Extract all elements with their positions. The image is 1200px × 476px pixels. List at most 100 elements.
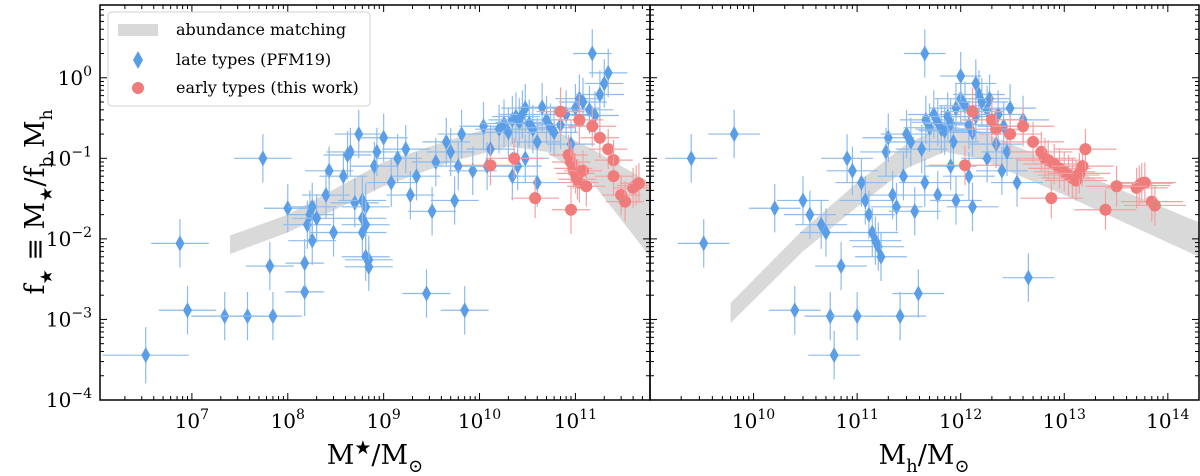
left-late-point xyxy=(427,203,437,220)
left-late-point xyxy=(283,200,293,217)
left-late-point xyxy=(175,235,185,252)
left-late-point xyxy=(494,121,504,138)
left-early-point xyxy=(554,105,567,118)
left-early-point xyxy=(632,177,645,190)
right-early-point xyxy=(1110,180,1123,193)
left-late-point xyxy=(321,187,331,204)
ytick-label: 10−3 xyxy=(46,305,92,331)
left-early-point xyxy=(573,113,586,126)
left-early-point xyxy=(619,195,632,208)
left-late-point xyxy=(307,232,317,249)
left-late-point xyxy=(312,210,322,227)
right-early-point xyxy=(958,159,971,172)
right-early-point xyxy=(1099,203,1112,216)
right-xtick-label: 1011 xyxy=(835,407,878,433)
left-late-point xyxy=(265,258,275,275)
left-late-point xyxy=(453,158,463,175)
right-late-point xyxy=(798,192,808,209)
left-late-point xyxy=(532,133,542,150)
left-late-point xyxy=(441,133,451,150)
left-late-point xyxy=(324,162,334,179)
right-ticks: 1010 1011 1012 1013 1014 xyxy=(649,4,1200,433)
right-early-point xyxy=(966,105,979,118)
left-late-point xyxy=(528,121,538,138)
legend-late-marker xyxy=(133,51,143,69)
right-late-point xyxy=(997,162,1007,179)
left-early-point xyxy=(484,159,497,172)
right-late-point xyxy=(917,141,927,158)
ytick-label: 10−1 xyxy=(46,144,92,170)
right-axes-frame xyxy=(649,4,1200,401)
right-late-point xyxy=(956,68,966,85)
left-xlabel: M★/M⊙ xyxy=(327,437,424,476)
right-late-point xyxy=(888,187,898,204)
left-xtick-label: 1010 xyxy=(458,407,501,433)
left-data-layer xyxy=(102,29,650,384)
left-late-point xyxy=(300,255,310,272)
left-early-point xyxy=(565,203,578,216)
ylabel: f★ ≡ M★/fb Mh xyxy=(20,109,57,294)
left-early-point xyxy=(576,164,589,177)
right-early-point xyxy=(1079,143,1092,156)
right-plot-area xyxy=(665,29,1199,380)
right-late-point xyxy=(686,150,696,167)
right-late-point xyxy=(829,347,839,364)
left-late-point xyxy=(411,168,421,185)
left-xtick-label: 1011 xyxy=(554,407,597,433)
right-data-layer xyxy=(665,29,1199,380)
right-late-point xyxy=(816,216,826,233)
right-late-point xyxy=(906,133,916,150)
right-late-point xyxy=(920,174,930,191)
left-late-point xyxy=(141,347,151,364)
left-late-point xyxy=(603,64,613,81)
right-late-point xyxy=(790,302,800,319)
left-late-point xyxy=(405,187,415,204)
right-early-point xyxy=(990,123,1003,136)
left-plot-area xyxy=(102,29,650,384)
right-early-point xyxy=(985,113,998,126)
right-late-point xyxy=(860,192,870,209)
legend: abundance matching late types (PFM19) ea… xyxy=(107,11,371,107)
left-late-point xyxy=(354,126,364,143)
ytick-label: 100 xyxy=(58,64,92,90)
legend-band-swatch xyxy=(118,24,158,36)
left-late-point xyxy=(468,162,478,179)
left-xtick-label: 108 xyxy=(271,407,305,433)
right-late-point xyxy=(964,116,974,133)
left-late-point xyxy=(599,75,609,92)
right-xtick-label: 1013 xyxy=(1043,407,1086,433)
left-late-point xyxy=(379,129,389,146)
right-late-point xyxy=(895,308,905,325)
left-late-point xyxy=(268,308,278,325)
right-late-point xyxy=(951,192,961,209)
left-late-point xyxy=(532,174,542,191)
left-late-point xyxy=(386,174,396,191)
left-late-point xyxy=(578,94,588,111)
right-xlabel: Mh/M⊙ xyxy=(878,440,969,476)
left-late-point xyxy=(364,258,374,275)
right-late-point xyxy=(920,45,930,62)
left-late-point xyxy=(450,192,460,209)
right-early-point xyxy=(1138,176,1151,189)
left-xtick-label: 107 xyxy=(175,407,209,433)
right-early-point xyxy=(1027,135,1040,148)
left-late-point xyxy=(401,141,411,158)
left-late-point xyxy=(507,168,517,185)
legend-late-label: late types (PFM19) xyxy=(176,50,331,69)
right-late-point xyxy=(883,129,893,146)
left-late-point xyxy=(422,285,432,302)
left-abundance-band xyxy=(230,122,650,257)
right-early-point xyxy=(1148,199,1161,212)
left-late-point xyxy=(183,302,193,319)
right-late-point xyxy=(977,94,987,111)
right-early-point xyxy=(1017,120,1030,133)
right-late-point xyxy=(964,168,974,185)
left-panel: 107 108 109 1010 1011 10−4 10−3 10−2 10−1 100 M★/… xyxy=(20,4,651,476)
left-late-point xyxy=(300,283,310,300)
right-early-point xyxy=(1045,192,1058,205)
left-ticks: 107 108 109 1010 1011 10−4 10−3 10−2 10−1 100 xyxy=(46,4,651,433)
right-late-point xyxy=(836,258,846,275)
right-late-point xyxy=(805,206,815,223)
right-late-point xyxy=(699,235,709,252)
